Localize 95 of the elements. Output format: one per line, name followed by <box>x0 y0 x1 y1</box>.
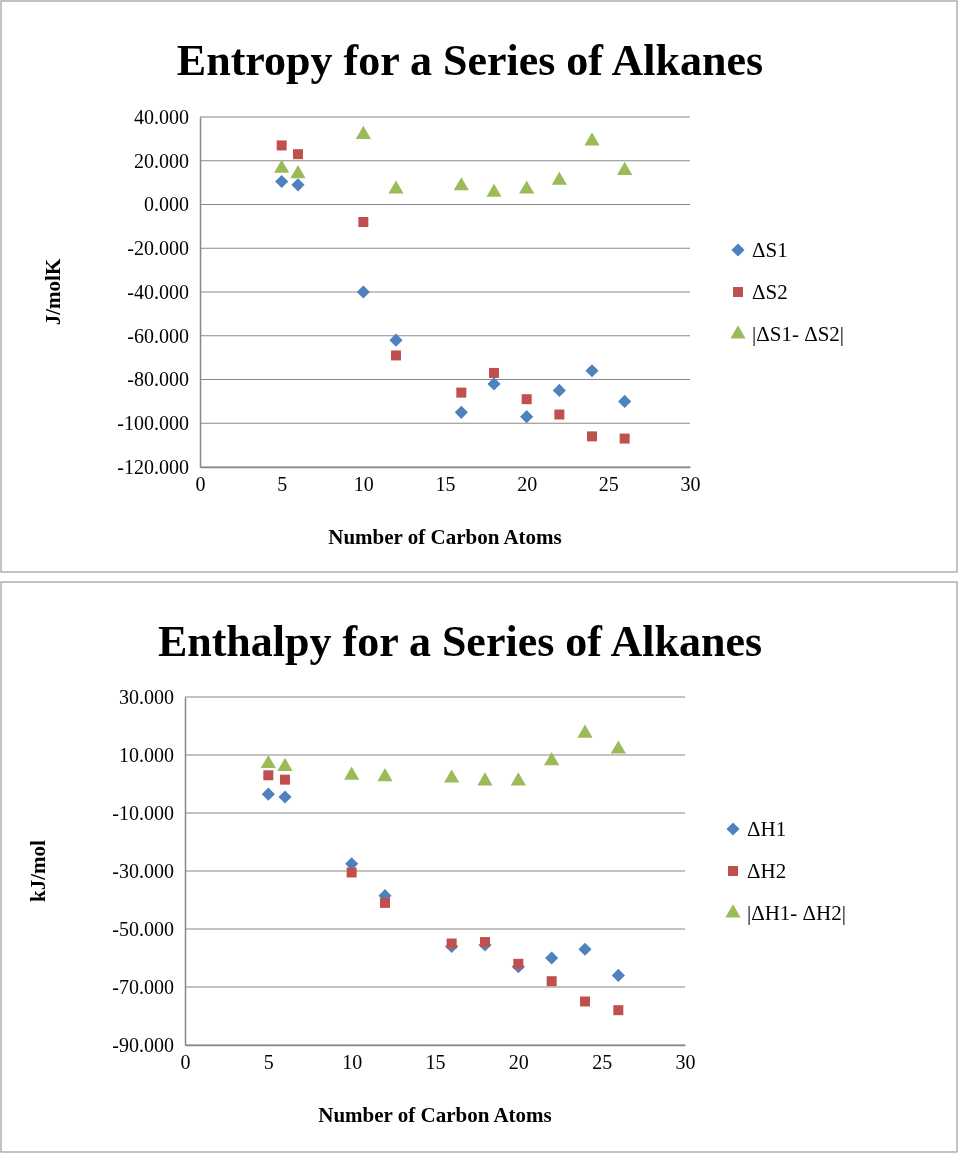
y-tick-label: -60.000 <box>127 324 189 347</box>
point <box>391 350 401 361</box>
x-tick-label: 0 <box>180 1051 191 1074</box>
point <box>584 132 600 146</box>
legend-label: |ΔH1- ΔH2| <box>747 901 846 925</box>
point <box>513 958 524 969</box>
x-tick-label: 25 <box>592 1051 613 1074</box>
x-axis-title: Number of Carbon Atoms <box>318 1103 552 1127</box>
point <box>613 1005 624 1016</box>
point <box>377 767 393 782</box>
point <box>477 772 493 786</box>
point <box>489 367 499 378</box>
point <box>480 937 490 948</box>
point <box>487 377 501 391</box>
point <box>290 165 306 179</box>
point <box>486 183 502 197</box>
point <box>551 171 567 185</box>
y-tick-label: -90.000 <box>112 1033 174 1056</box>
y-tick-label: 30.000 <box>119 685 174 708</box>
x-axis-title: Number of Carbon Atoms <box>328 525 562 549</box>
y-tick-label: -40.000 <box>127 280 189 303</box>
point <box>617 161 633 175</box>
point <box>261 787 275 801</box>
x-tick-label: 15 <box>425 1051 446 1074</box>
y-tick-label: 40.000 <box>134 105 189 128</box>
point <box>520 410 534 424</box>
x-tick-label: 15 <box>435 473 456 496</box>
point <box>388 180 404 194</box>
x-tick-label: 30 <box>675 1051 696 1074</box>
y-tick-label: -20.000 <box>127 237 189 260</box>
point <box>619 433 630 444</box>
x-tick-label: 0 <box>195 473 206 496</box>
x-tick-label: 25 <box>598 473 619 496</box>
point <box>610 740 626 754</box>
point <box>291 178 305 192</box>
point <box>519 180 535 194</box>
point <box>552 383 566 398</box>
point <box>358 217 369 227</box>
y-tick-label: 0.000 <box>144 193 189 216</box>
point <box>456 387 467 398</box>
x-tick-label: 5 <box>277 473 288 496</box>
point <box>546 976 557 987</box>
legend-label: ΔH2 <box>747 859 787 883</box>
point <box>587 431 597 442</box>
y-tick-label: -100.000 <box>117 412 189 435</box>
legend-label: ΔS1 <box>752 238 788 262</box>
chart-title: Entropy for a Series of Alkanes <box>176 36 764 85</box>
legend-label: ΔS2 <box>752 280 788 304</box>
point <box>444 769 460 783</box>
y-tick-label: -30.000 <box>112 859 174 882</box>
point <box>446 938 457 949</box>
x-tick-label: 20 <box>508 1051 529 1074</box>
point <box>554 409 565 420</box>
point <box>356 285 370 299</box>
y-tick-label: -10.000 <box>112 801 174 824</box>
point <box>380 897 390 908</box>
x-tick-label: 5 <box>263 1051 274 1074</box>
legend-label: ΔH1 <box>747 817 787 841</box>
point <box>344 766 360 780</box>
point <box>585 364 599 378</box>
point <box>260 754 276 769</box>
y-axis-title: kJ/mol <box>26 839 50 902</box>
point <box>278 790 292 804</box>
point <box>611 968 625 982</box>
point <box>618 394 632 408</box>
legend-label: |ΔS1- ΔS2| <box>752 322 845 346</box>
point <box>389 333 403 347</box>
point <box>263 770 274 781</box>
point <box>577 724 593 738</box>
point <box>280 774 290 785</box>
y-tick-label: 10.000 <box>119 743 174 766</box>
point <box>275 174 289 189</box>
y-tick-label: 20.000 <box>134 149 189 172</box>
point <box>510 772 526 786</box>
point <box>346 867 357 878</box>
y-tick-label: -120.000 <box>117 455 189 478</box>
point <box>274 159 290 173</box>
point <box>578 942 592 956</box>
point <box>545 951 559 965</box>
point <box>277 757 293 771</box>
point <box>544 752 560 766</box>
x-tick-label: 10 <box>342 1051 363 1074</box>
y-axis-title: J/molK <box>41 258 65 326</box>
x-tick-label: 30 <box>680 473 701 496</box>
y-tick-label: -50.000 <box>112 917 174 940</box>
y-tick-label: -80.000 <box>127 368 189 391</box>
point <box>580 996 590 1007</box>
point <box>355 125 371 139</box>
y-tick-label: -70.000 <box>112 975 174 998</box>
point <box>454 405 468 419</box>
point <box>521 394 532 405</box>
x-tick-label: 20 <box>517 473 538 496</box>
x-tick-label: 10 <box>353 473 374 496</box>
chart-title: Enthalpy for a Series of Alkanes <box>157 617 763 666</box>
point <box>453 177 469 191</box>
